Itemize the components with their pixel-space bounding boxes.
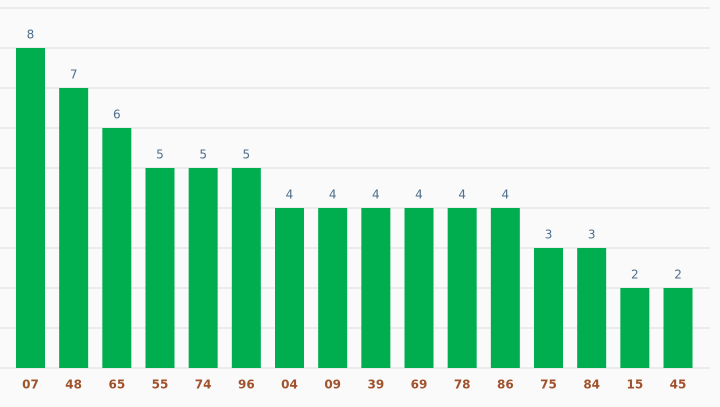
x-tick-label: 55 [152,378,169,392]
value-label: 5 [156,148,164,162]
bar [534,248,564,368]
bar [59,88,89,368]
value-label: 5 [199,148,207,162]
bar [663,288,693,368]
bar [490,208,520,368]
bar [404,208,434,368]
value-label: 2 [631,268,639,282]
bar [231,168,261,368]
value-label: 2 [674,268,682,282]
x-tick-label: 78 [454,378,471,392]
x-tick-label: 84 [583,378,600,392]
bar [274,208,304,368]
bar [361,208,391,368]
x-tick-label: 07 [22,378,39,392]
x-tick-label: 96 [238,378,255,392]
x-tick-label: 48 [65,378,82,392]
x-tick-label: 86 [497,378,514,392]
value-label: 4 [286,188,294,202]
x-tick-label: 15 [626,378,643,392]
value-label: 4 [502,188,510,202]
bar [145,168,175,368]
bar [188,168,218,368]
value-label: 8 [27,28,35,42]
x-tick-label: 69 [411,378,428,392]
value-label: 7 [70,68,78,82]
bar [15,48,45,368]
bar [102,128,132,368]
value-label: 3 [588,228,596,242]
value-label: 5 [243,148,251,162]
value-label: 6 [113,108,121,122]
bar [620,288,650,368]
x-tick-label: 09 [324,378,341,392]
x-tick-label: 45 [670,378,687,392]
x-tick-label: 75 [540,378,557,392]
bar [577,248,607,368]
value-label: 4 [372,188,380,202]
x-tick-label: 65 [108,378,125,392]
value-label: 3 [545,228,553,242]
x-tick-label: 04 [281,378,298,392]
x-tick-label: 39 [367,378,384,392]
bar [447,208,477,368]
value-label: 4 [329,188,337,202]
bar [318,208,348,368]
value-label: 4 [458,188,466,202]
x-tick-label: 74 [195,378,212,392]
value-label: 4 [415,188,423,202]
